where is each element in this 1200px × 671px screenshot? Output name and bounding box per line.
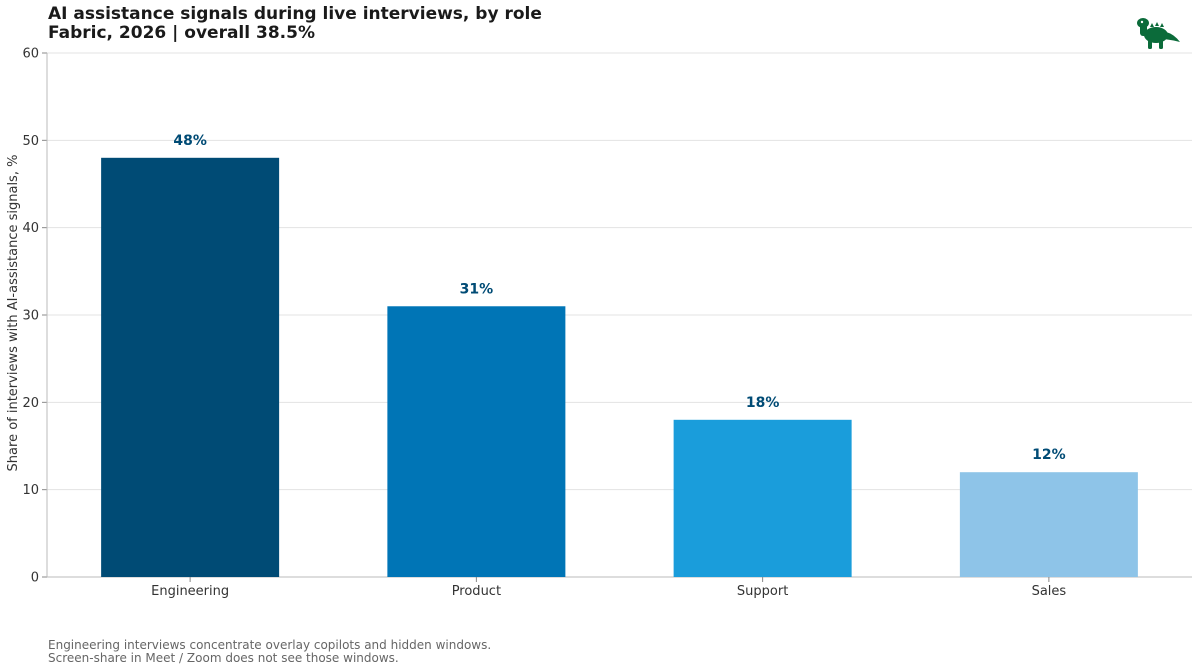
y-tick-label: 30	[22, 309, 39, 324]
y-tick-label: 0	[31, 571, 39, 586]
y-tick-label: 10	[22, 483, 39, 498]
bar-value-label: 31%	[460, 281, 494, 297]
y-tick-label: 60	[22, 47, 39, 62]
y-tick-label: 40	[22, 221, 39, 236]
bar-value-label: 18%	[746, 395, 780, 411]
y-tick-label: 50	[22, 134, 39, 149]
bar-sales	[959, 472, 1138, 577]
x-tick-label: Product	[452, 584, 501, 599]
y-axis-label: Share of interviews with AI-assistance s…	[6, 155, 21, 472]
y-tick-label: 20	[22, 396, 39, 411]
footnote: Engineering interviews concentrate overl…	[48, 639, 491, 665]
bar-product	[387, 306, 566, 577]
footnote-line-1: Engineering interviews concentrate overl…	[48, 638, 492, 652]
dinosaur-logo-icon	[1137, 18, 1180, 49]
footnote-line-2: Screen-share in Meet / Zoom does not see…	[48, 651, 399, 665]
chart-subtitle: Fabric, 2026 | overall 38.5%	[48, 23, 315, 43]
x-tick-label: Sales	[1032, 584, 1067, 599]
bar-value-label: 48%	[173, 133, 207, 149]
bar-engineering	[101, 157, 280, 578]
x-tick-label: Support	[737, 584, 788, 599]
x-tick-label: Engineering	[151, 584, 229, 599]
bar-value-label: 12%	[1032, 447, 1066, 463]
chart-title: AI assistance signals during live interv…	[48, 4, 542, 24]
bar-support	[673, 419, 852, 577]
chart-title-block: AI assistance signals during live interv…	[48, 5, 542, 43]
